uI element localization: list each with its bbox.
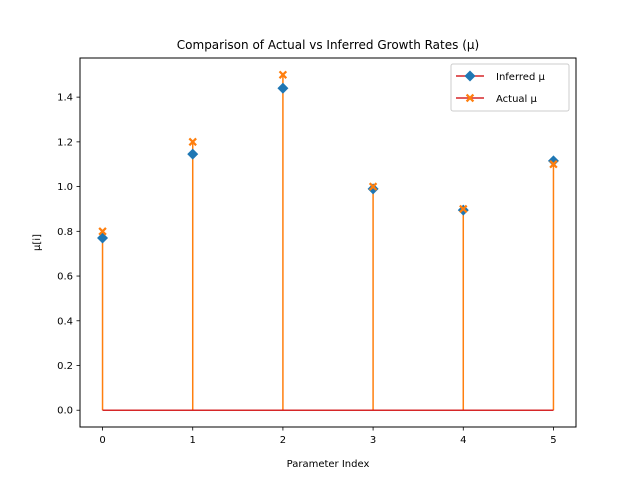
legend-label: Actual μ (496, 94, 538, 105)
x-tick-label: 3 (370, 435, 376, 446)
legend-actual-marker (465, 93, 475, 103)
axes-frame (79, 57, 577, 428)
y-tick-label: 0.4 (57, 316, 73, 327)
inferred-marker (187, 148, 199, 160)
legend-label: Inferred μ (496, 72, 545, 83)
x-tick-label: 4 (460, 435, 466, 446)
x-tick-label: 5 (550, 435, 556, 446)
y-tick-label: 0.2 (57, 361, 73, 372)
x-tick-label: 1 (190, 435, 196, 446)
y-tick-label: 0.0 (57, 406, 73, 417)
actual-marker (188, 137, 197, 147)
inferred-marker (367, 183, 379, 195)
y-tick-label: 1.0 (57, 182, 73, 193)
actual-marker (459, 204, 468, 214)
plot-area (97, 70, 559, 411)
actual-marker (98, 227, 107, 236)
y-tick-label: 0.6 (57, 272, 73, 283)
y-tick-label: 1.4 (57, 93, 73, 104)
x-tick-label: 2 (280, 435, 286, 446)
legend: Inferred μ Actual μ (450, 63, 570, 112)
inferred-marker (547, 155, 559, 167)
legend-inferred-marker (464, 70, 476, 82)
y-tick-label: 0.8 (57, 227, 73, 238)
legend-entries: Inferred μ Actual μ (456, 70, 545, 105)
actual-marker (549, 160, 558, 169)
actual-marker (368, 182, 378, 191)
x-axis-label: Parameter Index (287, 459, 370, 470)
y-axis-label: μ[i] (32, 234, 43, 251)
chart-title: Comparison of Actual vs Inferred Growth … (177, 38, 479, 52)
axis-ticks: 0 1 2 3 4 5 0.0 0.2 0.4 0.6 0.8 1.0 1.2 1.4 (57, 93, 557, 446)
y-tick-label: 1.2 (57, 137, 73, 148)
inferred-marker (277, 82, 289, 94)
actual-marker (278, 70, 288, 79)
x-tick-label: 0 (99, 435, 105, 446)
